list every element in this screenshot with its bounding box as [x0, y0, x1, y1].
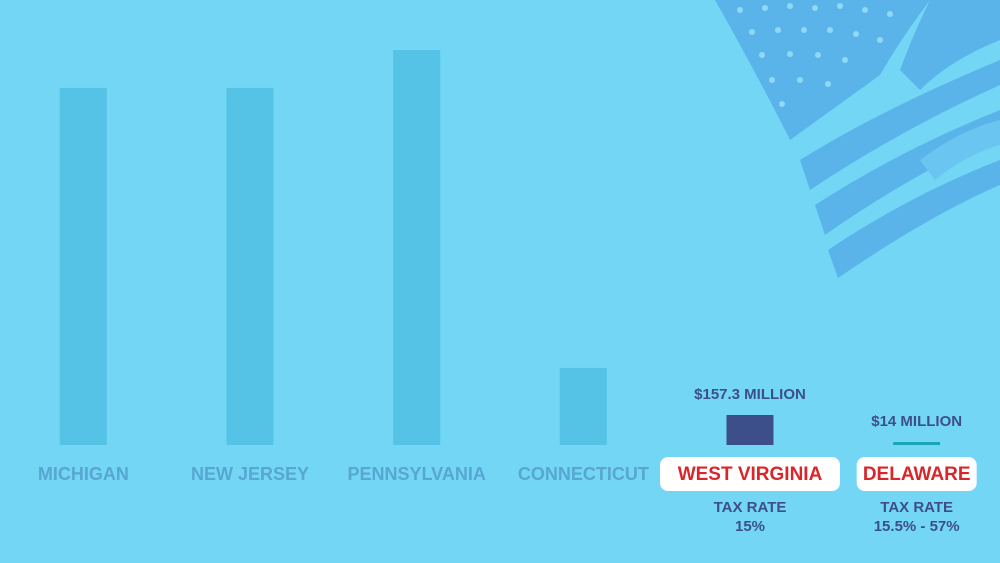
value-label: $14 MILLION	[871, 413, 962, 430]
x-tick-label: CONNECTICUT	[518, 464, 649, 484]
x-tick-label: WEST VIRGINIA	[678, 464, 823, 485]
bar	[893, 442, 941, 445]
tax-rate-title: TAX RATE	[880, 499, 953, 516]
flag-decoration	[715, 0, 1000, 278]
x-tick-label: MICHIGAN	[38, 464, 129, 484]
x-tick-label: DELAWARE	[863, 464, 971, 485]
value-label: $157.3 MILLION	[694, 386, 806, 403]
bar	[559, 367, 607, 445]
bar	[226, 87, 274, 446]
bar	[726, 414, 774, 445]
x-tick-label: NEW JERSEY	[191, 464, 309, 484]
category-highlight-box	[856, 457, 977, 491]
bar	[59, 87, 107, 446]
tax-rate: 15.5% - 57%	[874, 518, 960, 535]
x-tick-label: PENNSYLVANIA	[347, 464, 485, 484]
tax-rate: 15%	[735, 518, 765, 535]
tax-rate-title: TAX RATE	[714, 499, 787, 516]
category-highlight-box	[660, 457, 840, 491]
bar	[393, 50, 441, 445]
